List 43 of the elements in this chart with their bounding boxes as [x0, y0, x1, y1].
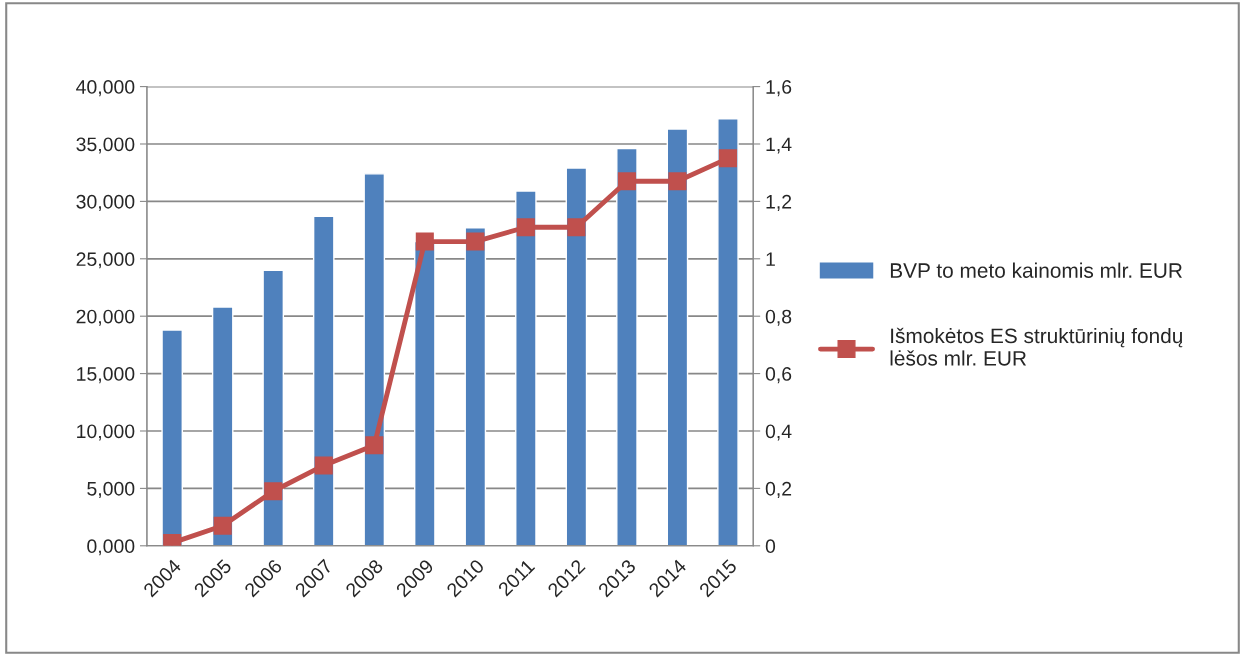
- y-tick-label: 0,000: [87, 539, 135, 556]
- point: [617, 172, 636, 191]
- point: [567, 218, 586, 237]
- y2-tick-label: 0,8: [765, 309, 792, 326]
- y-tick-label: 30,000: [76, 194, 135, 211]
- bar: [161, 329, 183, 546]
- y-tick-label: 20,000: [76, 309, 135, 326]
- bar: [312, 215, 335, 546]
- y-tick-label: 25,000: [76, 252, 135, 269]
- point: [415, 232, 434, 251]
- bar: [414, 240, 436, 546]
- y2-tick-label: 1,6: [766, 80, 792, 97]
- bar: [717, 118, 739, 546]
- y2-tick-label: 0,6: [765, 367, 792, 384]
- point: [264, 482, 283, 501]
- bar: [616, 147, 638, 546]
- y-tick-label: 10,000: [77, 424, 135, 441]
- bar: [666, 128, 689, 546]
- bar: [262, 269, 285, 546]
- y-tick-label: 15,000: [77, 367, 135, 384]
- point: [213, 516, 232, 535]
- point: [718, 149, 737, 168]
- legend-label: BVP to meto kainomis mlr. EUR: [890, 262, 1182, 278]
- y-tick-label: 40,000: [76, 80, 135, 97]
- point: [516, 218, 535, 237]
- point: [668, 172, 687, 191]
- y2-tick-label: 1,4: [766, 137, 792, 154]
- point: [314, 456, 333, 475]
- point: [365, 436, 384, 455]
- y-tick-label: 5,000: [87, 481, 135, 498]
- y2-tick-label: 0: [765, 539, 776, 554]
- bar: [363, 173, 386, 546]
- y-tick-label: 35,000: [76, 137, 135, 154]
- y2-tick-label: 1,2: [766, 194, 792, 211]
- bar: [211, 306, 234, 546]
- y2-tick-label: 0,2: [765, 481, 792, 498]
- y2-tick-label: 0,4: [765, 424, 792, 441]
- bar: [515, 190, 537, 546]
- y2-tick-label: 1: [766, 252, 775, 266]
- point: [466, 232, 485, 251]
- bar: [464, 227, 487, 546]
- bar: [565, 167, 588, 546]
- legend-label: Išmokėtos ES struktūrinių fondų lėšos mlr. EUR: [890, 327, 1183, 366]
